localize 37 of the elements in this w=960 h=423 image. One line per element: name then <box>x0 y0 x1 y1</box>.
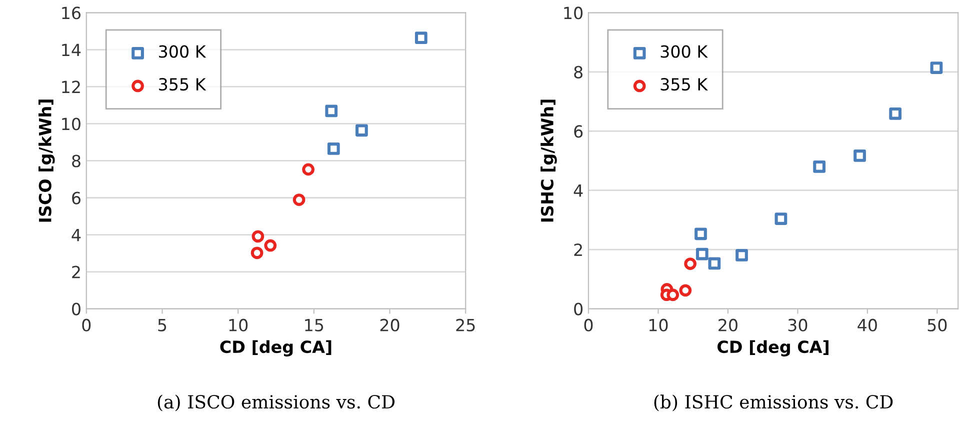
x-tick-label: 10 <box>649 318 668 332</box>
x-axis-title: CD [deg CA] <box>220 340 332 356</box>
x-tick-label: 15 <box>305 319 324 332</box>
y-tick-label: 8 <box>574 66 582 78</box>
legend-label: 355 K <box>660 78 708 91</box>
x-tick-label: 20 <box>718 318 738 332</box>
y-tick-label: 2 <box>574 244 582 256</box>
x-axis-title: CD [deg CA] <box>718 340 828 356</box>
x-tick-label: 40 <box>858 318 877 332</box>
legend-label: 355 K <box>159 78 206 91</box>
x-tick-label: 30 <box>788 318 808 332</box>
y-tick-label: 4 <box>72 228 81 242</box>
text: (a) ISCO emissions vs. CD <box>158 394 394 412</box>
y-tick-label: 6 <box>574 125 583 138</box>
y-tick-label: 6 <box>72 192 80 204</box>
y-axis-title: ISHC [g/kWh] <box>540 100 557 222</box>
y-tick-label: 12 <box>62 80 80 94</box>
y-tick-label: 16 <box>62 6 80 20</box>
text: (b) ISHC emissions vs. CD <box>654 394 893 412</box>
legend-label: 300 K <box>159 45 206 58</box>
y-tick-label: 10 <box>62 118 80 130</box>
x-tick-label: 0 <box>82 318 91 332</box>
x-tick-label: 50 <box>928 318 947 332</box>
y-tick-label: 8 <box>72 154 80 168</box>
x-tick-label: 25 <box>456 318 475 332</box>
y-tick-label: 10 <box>564 6 583 20</box>
x-tick-label: 0 <box>584 318 593 332</box>
y-tick-label: 14 <box>62 44 81 56</box>
x-tick-label: 20 <box>380 318 400 332</box>
y-tick-label: 4 <box>574 184 583 197</box>
legend-label: 300 K <box>660 45 708 58</box>
y-tick-label: 0 <box>574 302 583 316</box>
x-tick-label: 5 <box>158 319 166 332</box>
y-tick-label: 2 <box>72 266 80 278</box>
y-axis-title: ISCO [g/kWh] <box>38 100 55 222</box>
x-tick-label: 10 <box>229 318 248 332</box>
y-tick-label: 0 <box>72 302 80 316</box>
